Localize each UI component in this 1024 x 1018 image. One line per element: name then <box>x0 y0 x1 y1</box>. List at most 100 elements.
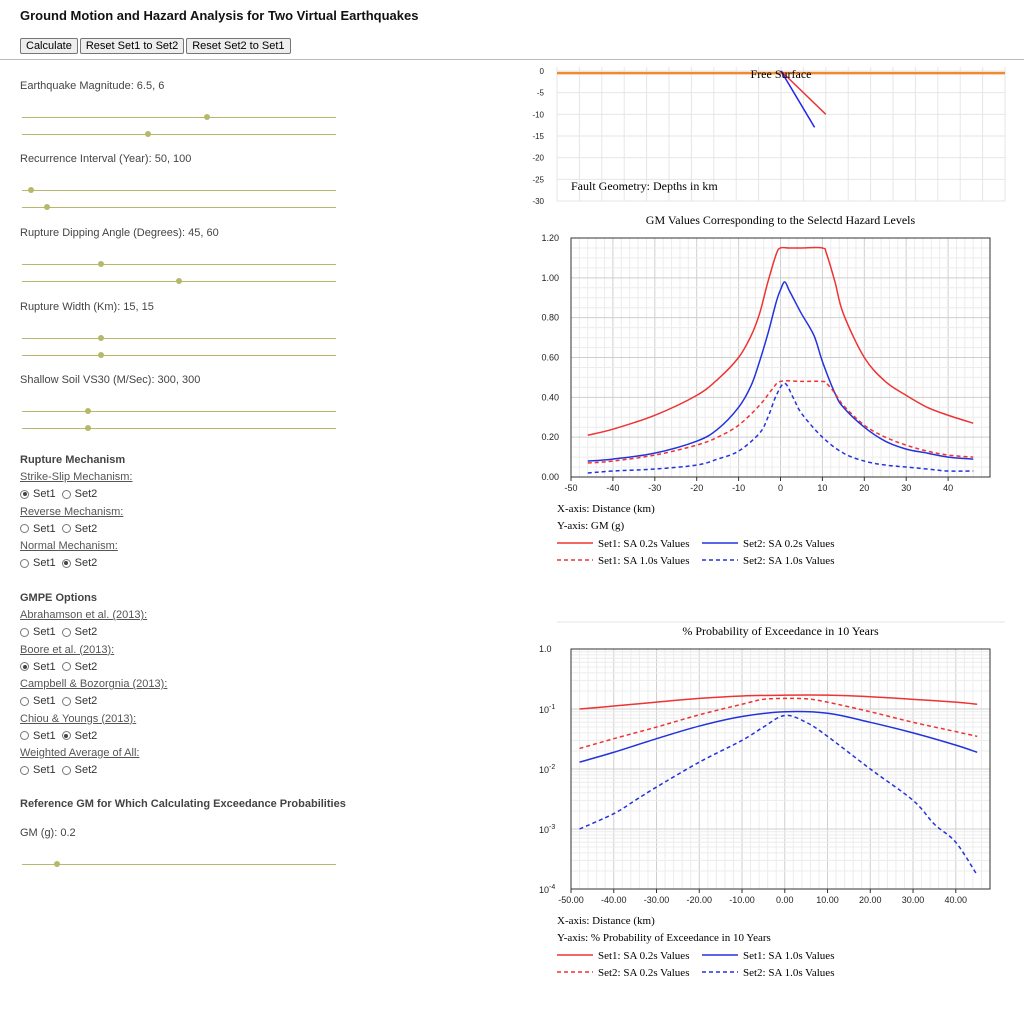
dip-angle-slider-set2[interactable] <box>22 278 336 284</box>
x-tick-label: -50 <box>564 483 577 493</box>
gmpe-radio-group: Set1 Set2 <box>20 661 103 673</box>
y-tick-label: 0.00 <box>541 472 559 482</box>
x-tick-label: 40 <box>943 483 953 493</box>
gmpe-radio-set1[interactable] <box>20 696 29 706</box>
radio-label-set2: Set2 <box>74 764 98 776</box>
gmpe-radio-set1[interactable] <box>20 627 29 637</box>
series-line <box>579 694 978 710</box>
y-tick-label: 0.40 <box>541 392 559 402</box>
y-tick-label: 0.20 <box>541 432 559 442</box>
series-line <box>587 380 974 464</box>
slider-handle[interactable] <box>84 408 91 414</box>
recurrence-slider-set1[interactable] <box>22 187 336 193</box>
recurrence-label: Recurrence Interval (Year): 50, 100 <box>20 153 192 165</box>
slider-handle[interactable] <box>97 352 104 358</box>
radio-label-set2: Set2 <box>74 660 98 673</box>
x-tick-label: -50.00 <box>558 895 584 905</box>
radio-label-set2: Set2 <box>74 729 98 742</box>
radio-label-set1: Set1 <box>33 557 56 569</box>
gmpe-radio-set1[interactable] <box>20 731 29 740</box>
dip-angle-slider-set1[interactable] <box>22 261 336 267</box>
series-line <box>587 382 974 474</box>
reference-gm-slider[interactable] <box>22 861 336 867</box>
series-line <box>587 281 974 462</box>
page-title: Ground Motion and Hazard Analysis for Tw… <box>20 8 419 23</box>
gmpe-label: Weighted Average of All: <box>20 747 140 759</box>
x-tick-label: -30.00 <box>644 895 670 905</box>
gmpe-radio-set2[interactable] <box>61 765 71 775</box>
slider-handle[interactable] <box>204 114 211 120</box>
x-tick-label: -20.00 <box>686 895 712 905</box>
x-tick-label: 30 <box>901 483 911 493</box>
magnitude-slider-set2[interactable] <box>22 131 336 137</box>
gmpe-radio-set2[interactable] <box>61 696 71 706</box>
mechanism-radio-set1[interactable] <box>20 489 29 499</box>
mechanism-radio-set1[interactable] <box>20 558 29 568</box>
y-tick-label: 10-1 <box>539 704 555 715</box>
slider-handle[interactable] <box>53 861 60 867</box>
exceedance-probability-chart: -50.00 -40.00 -30.00 -20.00 -10.00 0.00 10.00 2… <box>539 621 1005 979</box>
vs30-slider-set1[interactable] <box>22 408 336 414</box>
gmpe-radio-set2[interactable] <box>61 627 71 637</box>
y-tick-label: 10-2 <box>539 764 555 775</box>
x-tick-label: 10 <box>817 483 827 493</box>
rupture-mechanism-title: Rupture Mechanism <box>20 454 126 466</box>
y-tick-label: -20 <box>532 154 544 163</box>
slider-handle[interactable] <box>44 204 51 210</box>
x-tick-label: -10 <box>732 483 745 493</box>
legend-label: Set2: SA 0.2s Values <box>743 538 834 550</box>
slider-handle[interactable] <box>144 131 151 137</box>
recurrence-slider-set2[interactable] <box>22 204 336 210</box>
series-line <box>587 246 974 436</box>
y-axis-label: Y-axis: % Probability of Exceedance in 1… <box>557 932 771 944</box>
rupture-width-slider-set2[interactable] <box>22 352 336 358</box>
y-tick-label: 0 <box>540 67 545 76</box>
mechanism-radio-set2[interactable] <box>61 558 71 568</box>
mechanism-radio-set1[interactable] <box>20 524 29 533</box>
mechanism-radio-set2[interactable] <box>61 524 71 533</box>
mechanism-radio-set2[interactable] <box>61 489 71 499</box>
radio-label-set1: Set1 <box>33 660 56 673</box>
chart-title: % Probability of Exceedance in 10 Years <box>682 624 879 638</box>
y-tick-label: 1.0 <box>539 644 552 654</box>
gmpe-radio-group: Set1 Set2 <box>20 764 103 776</box>
calculate-button[interactable]: Calculate <box>20 38 78 54</box>
gmpe-radio-set1[interactable] <box>20 662 29 671</box>
x-axis-label: X-axis: Distance (km) <box>557 915 655 927</box>
x-tick-label: 40.00 <box>945 895 968 905</box>
gmpe-radio-group: Set1 Set2 <box>20 626 103 638</box>
gmpe-radio-group: Set1 Set2 <box>20 695 103 707</box>
slider-handle[interactable] <box>97 261 104 267</box>
rupture-width-label: Rupture Width (Km): 15, 15 <box>20 301 154 313</box>
gmpe-radio-set1[interactable] <box>20 765 29 775</box>
gmpe-radio-set2[interactable] <box>61 731 71 740</box>
x-axis-label: X-axis: Distance (km) <box>557 503 655 515</box>
slider-handle[interactable] <box>84 425 91 431</box>
rupture-width-slider-set1[interactable] <box>22 335 336 341</box>
gmpe-radio-set2[interactable] <box>61 662 71 671</box>
x-tick-label: -40.00 <box>601 895 627 905</box>
x-tick-label: -40 <box>606 483 619 493</box>
vs30-slider-set2[interactable] <box>22 425 336 431</box>
series-line <box>579 714 978 876</box>
y-tick-label: 10-4 <box>539 884 555 895</box>
reset-set2-to-set1-button[interactable]: Reset Set2 to Set1 <box>186 38 291 54</box>
mechanism-label: Normal Mechanism: <box>20 540 118 552</box>
x-tick-label: -20 <box>690 483 703 493</box>
slider-handle[interactable] <box>176 278 182 284</box>
radio-label-set1: Set1 <box>33 522 56 535</box>
x-tick-label: -30 <box>648 483 661 493</box>
dip-angle-label: Rupture Dipping Angle (Degrees): 45, 60 <box>20 227 219 239</box>
y-tick-label: -15 <box>532 132 544 141</box>
y-tick-label: 0.60 <box>541 353 559 363</box>
magnitude-slider-set1[interactable] <box>22 114 336 120</box>
mechanism-label: Strike-Slip Mechanism: <box>20 471 133 483</box>
slider-handle[interactable] <box>28 187 35 193</box>
reset-set1-to-set2-button[interactable]: Reset Set1 to Set2 <box>79 38 185 54</box>
radio-label-set1: Set1 <box>33 764 56 776</box>
y-tick-label: 10-3 <box>539 824 555 835</box>
gmpe-label: Boore et al. (2013): <box>20 643 115 656</box>
x-tick-label: 10.00 <box>816 895 839 905</box>
reference-gm-title: Reference GM for Which Calculating Excee… <box>20 798 346 810</box>
slider-handle[interactable] <box>97 335 104 341</box>
